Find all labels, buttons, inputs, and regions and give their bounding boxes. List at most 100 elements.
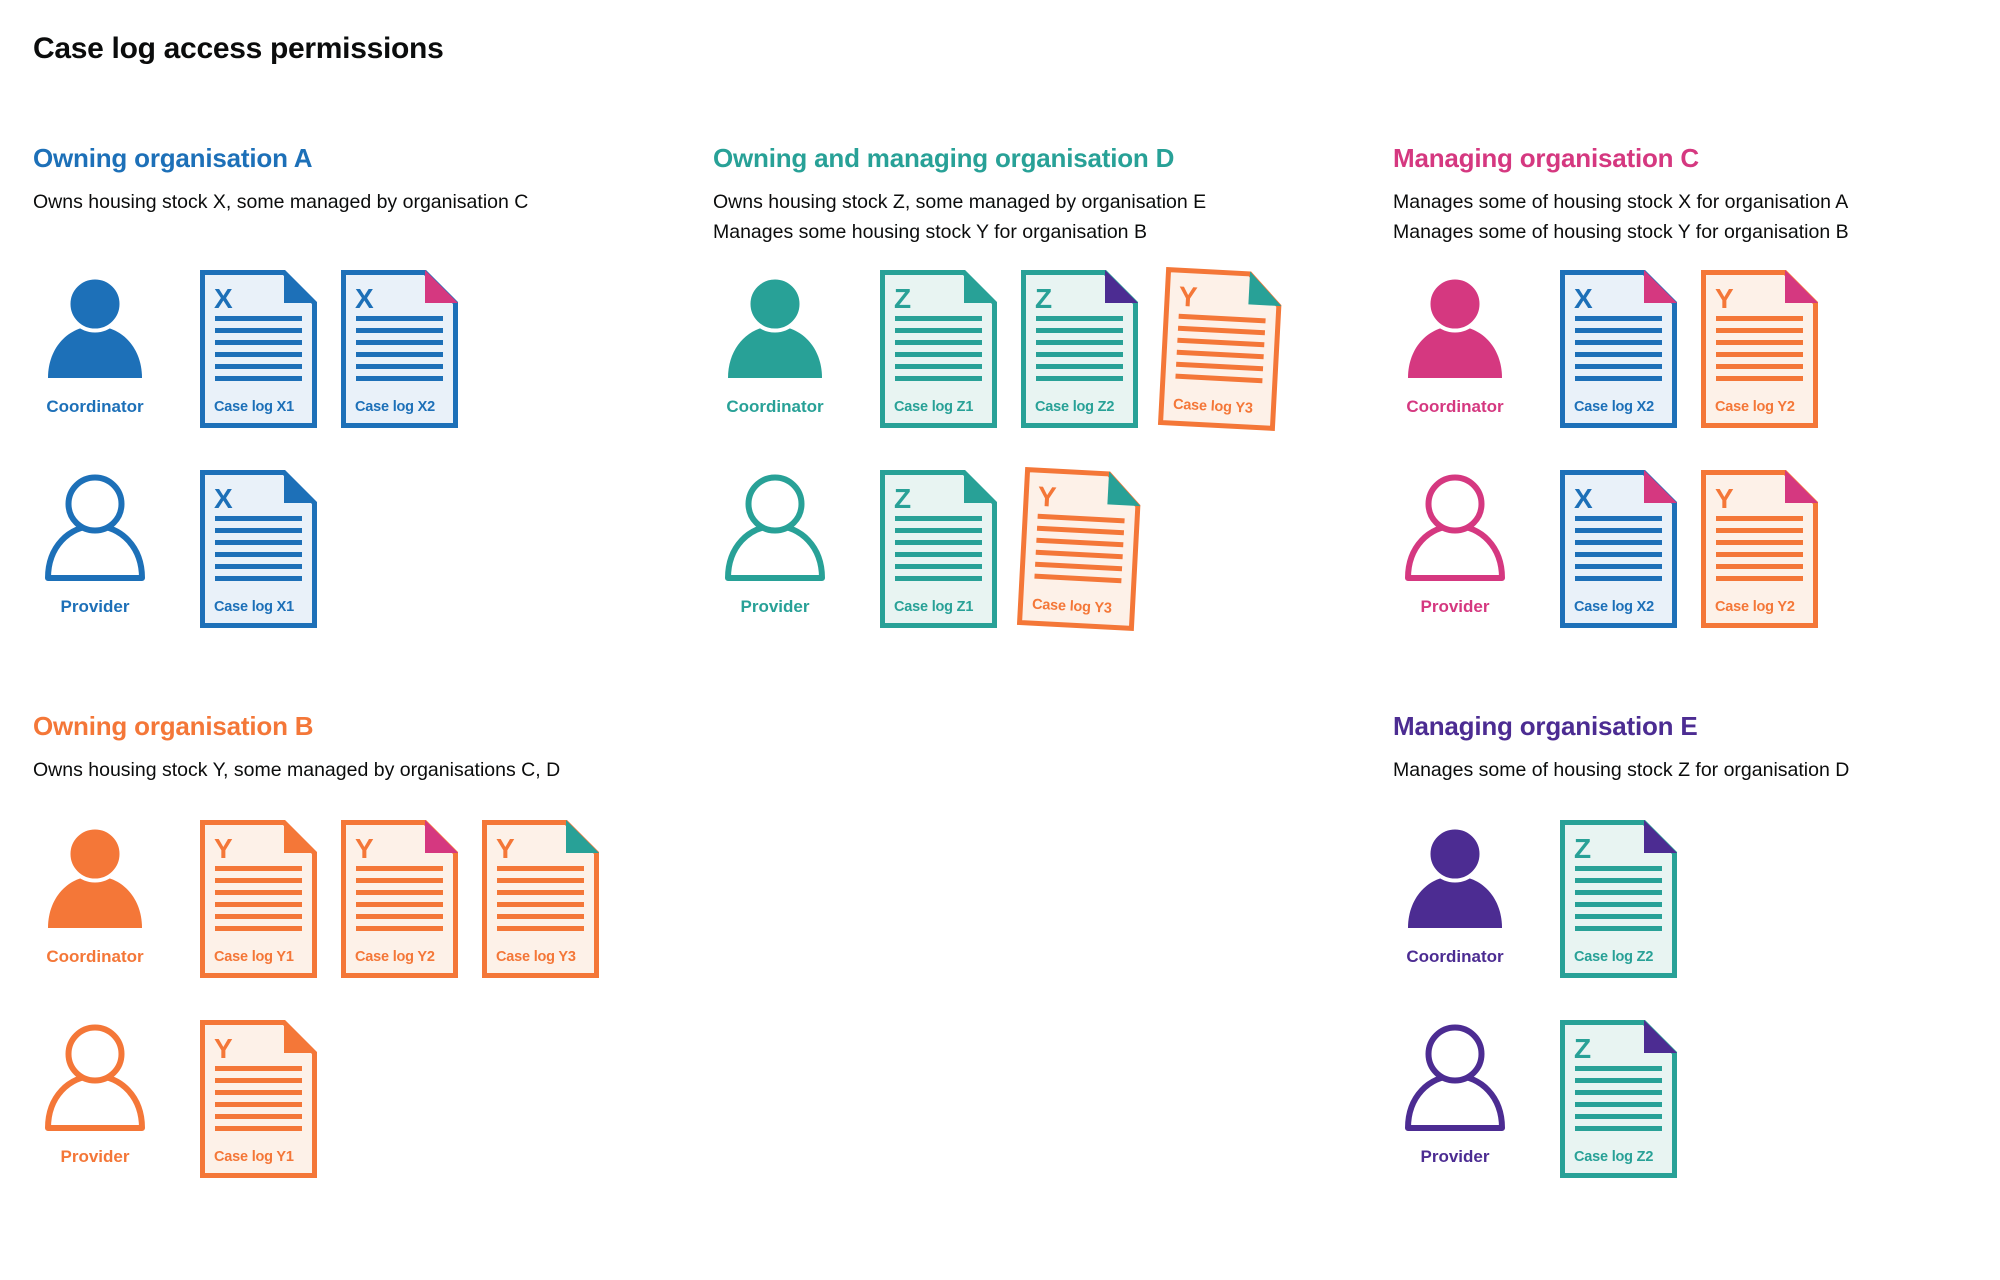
coordinator-block: Coordinator bbox=[33, 270, 157, 417]
document-outline bbox=[200, 1020, 317, 1178]
doc-stock-letter: Y bbox=[1715, 483, 1734, 514]
coordinator-row: Coordinator Y Case log Y1 Y bbox=[33, 820, 599, 978]
document-fold-icon bbox=[284, 470, 317, 503]
doc-text-lines bbox=[1034, 513, 1125, 584]
coordinator-person-icon bbox=[1408, 275, 1502, 378]
doc-label: Case log Y2 bbox=[1715, 399, 1795, 415]
doc-text-lines bbox=[356, 866, 443, 931]
provider-block: Provider bbox=[33, 1020, 157, 1167]
doc-stock-letter: Z bbox=[1574, 1033, 1591, 1064]
doc-label: Case log Y2 bbox=[355, 949, 435, 965]
document-fold-icon bbox=[284, 820, 317, 853]
doc-label: Case log Y3 bbox=[1173, 397, 1254, 417]
document-outline bbox=[200, 270, 317, 428]
case-log-doc: Y Case log Y2 bbox=[341, 820, 458, 978]
document-fold-icon bbox=[1107, 471, 1141, 507]
role-label: Coordinator bbox=[726, 397, 824, 416]
case-log-doc: X Case log X1 bbox=[200, 470, 317, 628]
case-log-doc: Z Case log Z2 bbox=[1021, 270, 1138, 428]
doc-label: Case log Z2 bbox=[1574, 949, 1653, 965]
provider-block: Provider bbox=[713, 470, 837, 617]
provider-person-icon bbox=[725, 474, 825, 581]
doc-label: Case log Y1 bbox=[214, 1149, 294, 1165]
doc-stock-letter: X bbox=[1574, 283, 1593, 314]
section-heading: Managing organisation E bbox=[1393, 711, 1698, 741]
doc-text-lines bbox=[356, 316, 443, 381]
section-subtitle-line: Owns housing stock Y, some managed by or… bbox=[33, 759, 561, 781]
case-log-doc: X Case log X2 bbox=[1560, 470, 1677, 628]
doc-label: Case log X2 bbox=[1574, 399, 1654, 415]
section-managing-organisation-e: Managing organisation E Manages some of … bbox=[1393, 710, 1993, 1270]
role-label: Coordinator bbox=[1406, 397, 1504, 416]
coordinator-block: Coordinator bbox=[713, 270, 837, 417]
document-outline bbox=[1021, 270, 1138, 428]
section-heading: Owning organisation A bbox=[33, 143, 313, 173]
document-fold-icon bbox=[1785, 270, 1818, 303]
doc-text-lines bbox=[215, 316, 302, 381]
role-label: Coordinator bbox=[46, 947, 144, 966]
coordinator-person-icon bbox=[48, 825, 142, 928]
document-outline bbox=[1157, 267, 1282, 431]
document-fold-icon bbox=[284, 1020, 317, 1053]
case-log-doc: Y Case log Y3 bbox=[482, 820, 599, 978]
provider-person-icon bbox=[1405, 474, 1505, 581]
document-outline bbox=[1560, 820, 1677, 978]
coordinator-row: Coordinator Z Case log Z1 Z bbox=[713, 267, 1282, 431]
case-log-doc: Z Case log Z1 bbox=[880, 270, 997, 428]
document-fold-icon bbox=[1785, 470, 1818, 503]
doc-stock-letter: Z bbox=[894, 283, 911, 314]
document-outline bbox=[200, 470, 317, 628]
doc-stock-letter: Y bbox=[214, 1033, 233, 1064]
doc-stock-letter: X bbox=[214, 483, 233, 514]
doc-stock-letter: Y bbox=[214, 833, 233, 864]
case-log-doc: Z Case log Z1 bbox=[880, 470, 997, 628]
doc-label: Case log Z2 bbox=[1574, 1149, 1653, 1165]
section-subtitle-line: Owns housing stock Z, some managed by or… bbox=[713, 191, 1207, 213]
doc-label: Case log Y1 bbox=[214, 949, 294, 965]
doc-text-lines bbox=[1575, 316, 1662, 381]
section-subtitle: Manages some of housing stock Z for orga… bbox=[1393, 755, 1993, 785]
doc-stock-letter: Y bbox=[1715, 283, 1734, 314]
coordinator-person-icon bbox=[728, 275, 822, 378]
document-outline bbox=[880, 470, 997, 628]
provider-block: Provider bbox=[1393, 1020, 1517, 1167]
coordinator-row: Coordinator Z Case log Z2 bbox=[1393, 820, 1677, 978]
doc-group: X Case log X2 Y Case log Y2 bbox=[1560, 470, 1818, 628]
section-subtitle: Owns housing stock X, some managed by or… bbox=[33, 187, 633, 217]
doc-group: Y Case log Y1 Y Case log Y2 bbox=[200, 820, 599, 978]
document-fold-icon bbox=[1248, 271, 1282, 307]
document-outline bbox=[341, 270, 458, 428]
document-fold-icon bbox=[964, 470, 997, 503]
section-heading: Owning organisation B bbox=[33, 711, 314, 741]
section-managing-organisation-c: Managing organisation C Manages some of … bbox=[1393, 142, 1993, 702]
doc-label: Case log X2 bbox=[355, 399, 435, 415]
doc-text-lines bbox=[1175, 313, 1266, 384]
doc-text-lines bbox=[1036, 316, 1123, 381]
role-label: Provider bbox=[1420, 597, 1490, 616]
doc-stock-letter: X bbox=[1574, 483, 1593, 514]
doc-group: Z Case log Z2 bbox=[1560, 820, 1677, 978]
case-log-doc: X Case log X2 bbox=[341, 270, 458, 428]
doc-stock-letter: Y bbox=[355, 833, 374, 864]
case-log-doc: Y Case log Y2 bbox=[1701, 470, 1818, 628]
doc-group: Z Case log Z2 bbox=[1560, 1020, 1677, 1178]
role-label: Coordinator bbox=[1406, 947, 1504, 966]
section-subtitle: Manages some of housing stock X for orga… bbox=[1393, 187, 1993, 247]
case-log-doc: X Case log X2 bbox=[1560, 270, 1677, 428]
coordinator-block: Coordinator bbox=[1393, 820, 1517, 967]
case-log-doc: Y Case log Y1 bbox=[200, 1020, 317, 1178]
doc-stock-letter: X bbox=[355, 283, 374, 314]
case-log-doc: Z Case log Z2 bbox=[1560, 1020, 1677, 1178]
provider-person-icon bbox=[1405, 1024, 1505, 1131]
document-fold-icon bbox=[1644, 820, 1677, 853]
provider-person-icon bbox=[45, 1024, 145, 1131]
section-subtitle-line: Manages some of housing stock Z for orga… bbox=[1393, 759, 1850, 781]
document-fold-icon bbox=[1105, 270, 1138, 303]
document-outline bbox=[1701, 470, 1818, 628]
coordinator-row: Coordinator X Case log X1 X bbox=[33, 270, 458, 428]
doc-text-lines bbox=[215, 516, 302, 581]
case-log-doc: Z Case log Z2 bbox=[1560, 820, 1677, 978]
doc-text-lines bbox=[1716, 316, 1803, 381]
role-label: Coordinator bbox=[46, 397, 144, 416]
